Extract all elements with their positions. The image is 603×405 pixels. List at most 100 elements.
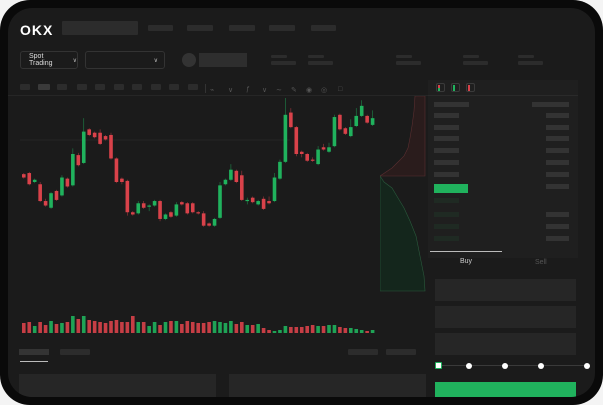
amount-slider[interactable]: [438, 365, 588, 366]
total-input[interactable]: [435, 333, 576, 355]
volume-bar: [278, 330, 282, 333]
line-tool-icon[interactable]: ∼: [276, 87, 282, 94]
candle-body: [212, 218, 217, 226]
volume-bar: [267, 330, 271, 333]
orderbook-both-icon[interactable]: [436, 83, 445, 92]
nav-item[interactable]: [269, 25, 295, 31]
candle-body: [22, 174, 26, 178]
okx-logo[interactable]: OKX: [20, 22, 54, 38]
candle-body: [256, 201, 260, 205]
volume-bar: [283, 326, 288, 333]
stat-value: [463, 61, 488, 65]
volume-bar: [76, 319, 81, 333]
volume-bar: [354, 329, 359, 333]
tab-buy[interactable]: Buy: [460, 258, 473, 265]
nav-item[interactable]: [311, 25, 336, 31]
settings-icon[interactable]: ◎: [321, 87, 328, 94]
nav-item[interactable]: [187, 25, 213, 31]
slider-stop-25[interactable]: [466, 363, 472, 369]
filter-button[interactable]: [386, 349, 416, 355]
nav-item[interactable]: [148, 25, 173, 31]
candle-body: [359, 105, 364, 116]
tab-open-orders[interactable]: [19, 349, 49, 355]
volume-bar: [349, 328, 353, 333]
volume-bar: [81, 316, 86, 333]
volume-bar: [327, 325, 331, 333]
timeframe-button[interactable]: [77, 84, 87, 90]
candle-body: [136, 203, 141, 214]
volume-bar: [65, 322, 70, 333]
pair-select[interactable]: ∨: [85, 51, 165, 69]
bid-price: [434, 224, 459, 229]
tab-sell[interactable]: Sell: [535, 259, 547, 266]
timeframe-button[interactable]: [151, 84, 161, 90]
volume-bar: [321, 326, 326, 333]
slider-handle[interactable]: [435, 362, 442, 369]
candle-body: [49, 193, 53, 208]
chevron-down-icon[interactable]: ∨: [262, 87, 268, 94]
candle-body: [152, 201, 157, 206]
search-bar[interactable]: [62, 21, 138, 35]
volume-bar: [27, 322, 32, 333]
buy-button[interactable]: [435, 382, 576, 397]
volume-bar: [256, 324, 260, 333]
volume-bar: [49, 321, 53, 333]
nav-item[interactable]: [229, 25, 255, 31]
price-input[interactable]: [435, 279, 576, 301]
timeframe-button[interactable]: [38, 84, 50, 90]
slider-stop-50[interactable]: [502, 363, 508, 369]
divider: [428, 95, 578, 96]
volume-bar: [218, 322, 222, 333]
timeframe-button[interactable]: [188, 84, 198, 90]
candle-body: [289, 112, 293, 128]
ask-price: [434, 125, 459, 130]
candle-type-icon[interactable]: ⌁: [210, 87, 215, 94]
stat-label: [271, 55, 287, 58]
timeframe-button[interactable]: [169, 84, 179, 90]
amount-input[interactable]: [435, 306, 576, 328]
stat-value: [396, 61, 421, 65]
timeframe-button[interactable]: [114, 84, 124, 90]
candle-body: [92, 132, 97, 138]
candle-body: [43, 201, 48, 206]
candle-body: [190, 203, 195, 213]
volume-bar: [32, 326, 37, 333]
candle-body: [38, 184, 42, 202]
orderbook-bids-icon[interactable]: [451, 83, 460, 92]
chevron-down-icon[interactable]: ∨: [228, 87, 234, 94]
candle-body: [125, 180, 130, 213]
timeframe-button[interactable]: [95, 84, 105, 90]
toolbar-divider: [205, 84, 206, 93]
stat-label: [396, 55, 412, 58]
candle-body: [98, 132, 102, 144]
camera-icon[interactable]: ◉: [306, 87, 313, 94]
fullscreen-icon[interactable]: □: [338, 86, 343, 93]
filter-button[interactable]: [348, 349, 378, 355]
tab-order-history[interactable]: [60, 349, 90, 355]
slider-stop-100[interactable]: [584, 363, 590, 369]
timeframe-button[interactable]: [20, 84, 30, 90]
volume-bar: [103, 323, 108, 333]
volume-bar: [71, 316, 75, 333]
volume-bar: [310, 325, 315, 333]
volume-bar: [338, 327, 342, 333]
orderbook-header-price: [434, 102, 469, 107]
stat-label: [518, 55, 534, 58]
orderbook-asks-icon[interactable]: [466, 83, 475, 92]
candle-body: [223, 179, 228, 185]
slider-stop-75[interactable]: [538, 363, 544, 369]
ask-amount: [546, 113, 569, 118]
ask-amount: [546, 136, 569, 141]
candle-body: [174, 204, 179, 216]
timeframe-button[interactable]: [57, 84, 67, 90]
volume-bar: [201, 323, 206, 333]
timeframe-button[interactable]: [132, 84, 142, 90]
spot-trading-dropdown[interactable]: Spot Trading ∨: [20, 51, 78, 69]
mid-amount: [546, 184, 569, 189]
active-tab-underline: [20, 361, 48, 362]
stat-value: [518, 61, 543, 65]
candlestick-chart[interactable]: [8, 96, 380, 336]
pencil-icon[interactable]: ✎: [291, 87, 297, 94]
indicator-icon[interactable]: ƒ: [246, 86, 250, 93]
bid-price: [434, 236, 459, 241]
